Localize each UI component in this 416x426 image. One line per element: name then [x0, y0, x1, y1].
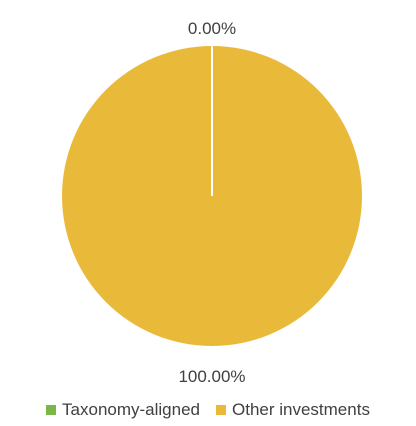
data-label-other-investments: 100.00%	[178, 367, 245, 386]
legend-swatch-taxonomy-aligned	[46, 405, 57, 415]
data-label-taxonomy-aligned: 0.00%	[188, 19, 236, 38]
legend-label-other-investments: Other investments	[232, 400, 370, 419]
legend-label-taxonomy-aligned: Taxonomy-aligned	[62, 400, 200, 419]
legend-item-taxonomy-aligned: Taxonomy-aligned	[46, 400, 200, 420]
legend-item-other-investments: Other investments	[216, 400, 370, 420]
legend-swatch-other-investments	[216, 405, 226, 415]
legend: Taxonomy-aligned Other investments	[0, 398, 416, 422]
